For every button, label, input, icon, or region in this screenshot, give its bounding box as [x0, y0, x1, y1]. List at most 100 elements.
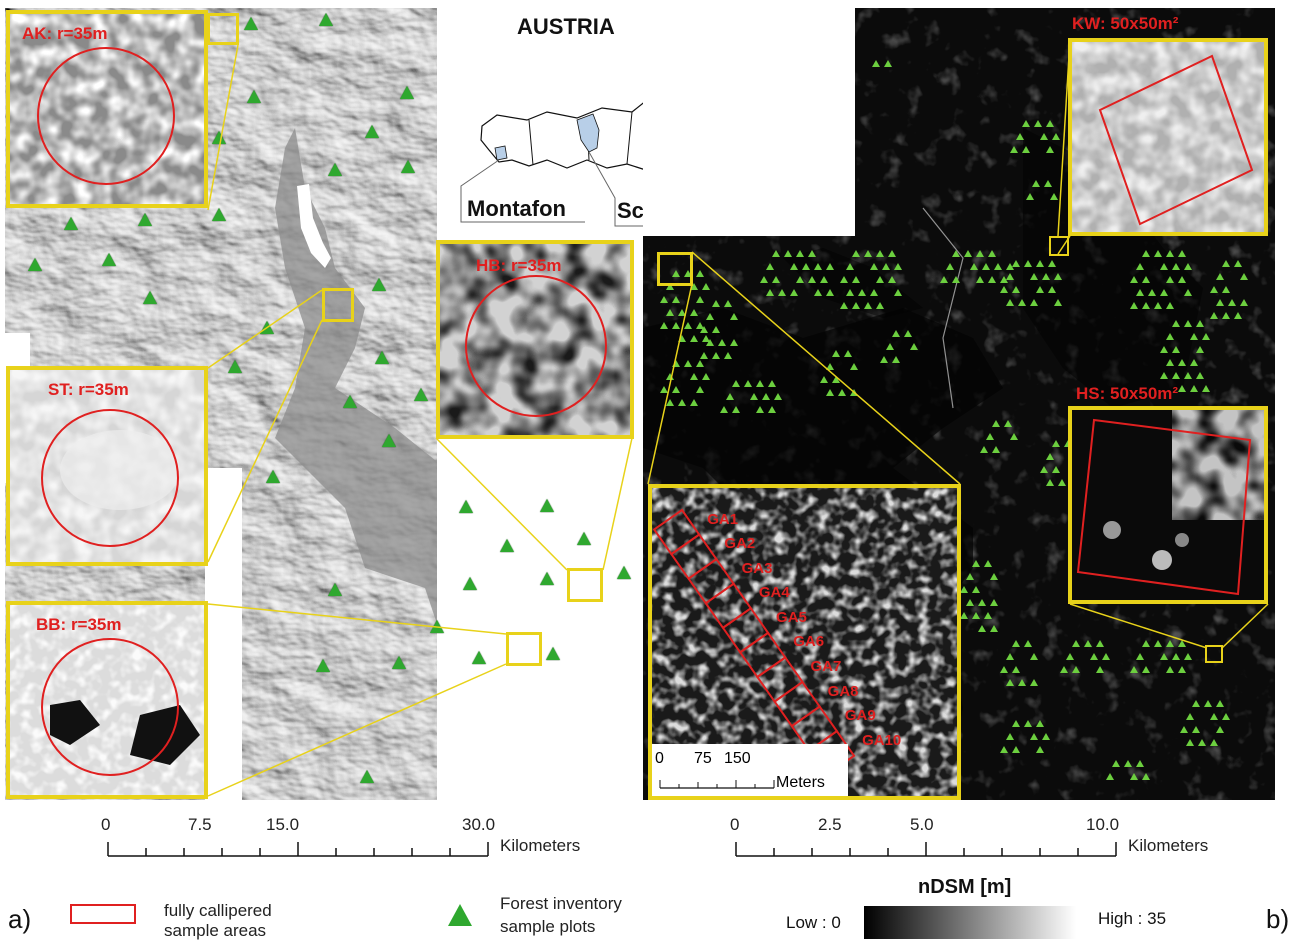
inventory-plot-marker: [1216, 700, 1224, 707]
sample-plot-marker: [244, 17, 258, 30]
inventory-plot-marker: [1178, 250, 1186, 257]
inventory-plot-marker: [1154, 640, 1162, 647]
inventory-plot-marker: [1172, 320, 1180, 327]
inventory-plot-marker: [1000, 276, 1008, 283]
inventory-plot-marker: [1198, 739, 1206, 746]
inventory-plot-marker: [1240, 299, 1248, 306]
inventory-plot-marker: [1046, 146, 1054, 153]
inventory-plot-marker: [790, 289, 798, 296]
montafon-label: Montafon: [467, 196, 566, 221]
inventory-plot-marker: [1166, 640, 1174, 647]
inventory-plot-marker: [910, 343, 918, 350]
inventory-plot-marker: [1210, 739, 1218, 746]
inventory-plot-marker: [988, 276, 996, 283]
inventory-plot-marker: [1022, 120, 1030, 127]
ga-scale-tick-1: 75: [694, 750, 712, 767]
inventory-plot-marker: [1166, 666, 1174, 673]
inventory-plot-marker: [690, 373, 698, 380]
inventory-plot-marker: [1040, 466, 1048, 473]
inventory-plot-marker: [952, 250, 960, 257]
locator-st: [322, 288, 354, 322]
inventory-plot-marker: [784, 250, 792, 257]
inventory-plot-marker: [1036, 746, 1044, 753]
inventory-plot-marker: [846, 289, 854, 296]
inventory-plot-marker: [1190, 333, 1198, 340]
inventory-plot-marker: [1148, 289, 1156, 296]
inventory-plot-marker: [876, 302, 884, 309]
inventory-plot-marker: [696, 296, 704, 303]
inventory-plot-marker: [766, 289, 774, 296]
inset-bb: BB: r=35m: [6, 601, 208, 799]
inventory-plot-marker: [1084, 640, 1092, 647]
inventory-plot-marker: [1048, 260, 1056, 267]
inventory-plot-marker: [894, 289, 902, 296]
inventory-plot-marker: [826, 363, 834, 370]
inventory-plot-marker: [1046, 453, 1054, 460]
inventory-plot-marker: [852, 276, 860, 283]
inventory-plot-marker: [858, 289, 866, 296]
sample-plot-marker: [328, 583, 342, 596]
inventory-plot-marker: [778, 289, 786, 296]
inventory-plot-marker: [1006, 263, 1014, 270]
inventory-plot-marker: [1046, 479, 1054, 486]
inventory-plot-marker: [690, 335, 698, 342]
inventory-plot-marker: [730, 313, 738, 320]
inventory-plot-marker: [672, 270, 680, 277]
inventory-plot-marker: [1136, 263, 1144, 270]
inventory-plot-marker: [1018, 679, 1026, 686]
inventory-plot-marker: [1190, 359, 1198, 366]
ga-label: GA6: [793, 633, 825, 651]
inventory-plot-marker: [1000, 286, 1008, 293]
sample-plot-marker: [102, 253, 116, 266]
inventory-plot-marker: [1210, 713, 1218, 720]
inventory-plot-marker: [1142, 640, 1150, 647]
inventory-plot-marker: [986, 433, 994, 440]
inventory-plot-marker: [946, 263, 954, 270]
inventory-plot-marker: [1166, 359, 1174, 366]
inventory-plot-marker: [712, 352, 720, 359]
inventory-plot-marker: [690, 309, 698, 316]
inventory-plot-marker: [720, 406, 728, 413]
inventory-plot-marker: [1234, 260, 1242, 267]
inventory-plot-marker: [982, 263, 990, 270]
ga-label: GA3: [741, 559, 773, 577]
inventory-plot-marker: [1204, 700, 1212, 707]
sample-plot-marker: [540, 499, 554, 512]
inventory-plot-marker: [1072, 666, 1080, 673]
inventory-plot-marker: [1142, 773, 1150, 780]
locator-hb: [567, 568, 603, 602]
inventory-plot-marker: [940, 276, 948, 283]
inventory-plot-marker: [672, 296, 680, 303]
inventory-plot-marker: [1072, 640, 1080, 647]
inventory-plot-marker: [1136, 760, 1144, 767]
inventory-plot-marker: [718, 339, 726, 346]
sample-plot-marker: [577, 532, 591, 545]
inventory-plot-marker: [1016, 133, 1024, 140]
inventory-plot-marker: [1160, 346, 1168, 353]
sample-plot-marker: [247, 90, 261, 103]
ga-label: GA5: [776, 608, 807, 626]
sample-plot-marker: [414, 388, 428, 401]
inventory-plot-marker: [712, 326, 720, 333]
ga-label: GA4: [758, 584, 790, 602]
inventory-plot-marker: [1210, 286, 1218, 293]
sample-plot-marker: [343, 395, 357, 408]
callipered-legend-swatch: [70, 904, 136, 924]
inventory-plot-marker: [666, 399, 674, 406]
ga-label: GA1: [707, 510, 739, 528]
inventory-plot-marker: [1030, 679, 1038, 686]
inventory-plot-marker: [756, 380, 764, 387]
inventory-plot-marker: [1066, 653, 1074, 660]
inventory-plot-marker: [970, 263, 978, 270]
inventory-plot-marker: [984, 560, 992, 567]
sample-plot-marker: [266, 470, 280, 483]
inventory-plot-marker: [684, 322, 692, 329]
inventory-plot-marker: [750, 393, 758, 400]
sample-plot-marker: [143, 291, 157, 304]
inventory-plot-marker: [1022, 146, 1030, 153]
inventory-plot-marker: [1036, 286, 1044, 293]
inventory-plot-marker: [1234, 312, 1242, 319]
inventory-plot-marker: [870, 289, 878, 296]
inventory-plot-marker: [684, 270, 692, 277]
inventory-plot-marker: [972, 586, 980, 593]
